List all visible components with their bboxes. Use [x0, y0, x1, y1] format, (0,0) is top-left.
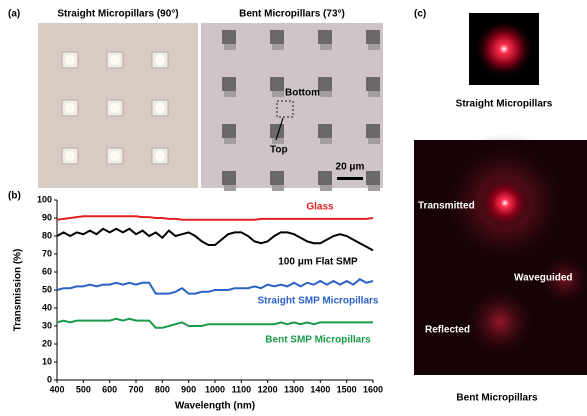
x-tick-label: 500 — [76, 384, 91, 394]
data-line — [57, 216, 373, 220]
annotation: Transmitted — [418, 201, 475, 212]
pillar — [368, 185, 380, 191]
pillar — [320, 44, 332, 50]
pillar — [224, 91, 236, 97]
pillar — [272, 91, 284, 97]
pillar — [320, 185, 332, 191]
y-tick-label: 0 — [47, 374, 52, 384]
y-axis-label: Transmission (%) — [13, 249, 24, 332]
data-line — [57, 319, 373, 328]
pillar — [224, 138, 236, 144]
scale-bar — [337, 177, 363, 180]
pillar-top — [110, 55, 120, 65]
pillar — [272, 185, 284, 191]
pillar-top — [155, 151, 165, 161]
x-tick-label: 1300 — [284, 384, 304, 394]
pillar — [366, 171, 380, 185]
x-tick-label: 700 — [128, 384, 143, 394]
pillar — [318, 124, 332, 138]
annotation: Waveguided — [514, 273, 573, 284]
y-tick-label: 60 — [42, 266, 52, 276]
series-label: Straight SMP Micropillars — [258, 296, 379, 307]
pillar — [368, 44, 380, 50]
x-tick-label: 1100 — [232, 384, 252, 394]
pillar — [368, 91, 380, 97]
x-tick-label: 900 — [181, 384, 196, 394]
image-caption: Bent Micropillars — [456, 393, 538, 404]
panel-label: (c) — [414, 9, 426, 20]
pillar — [224, 44, 236, 50]
pillar — [318, 171, 332, 185]
y-tick-label: 30 — [42, 320, 52, 330]
y-tick-label: 90 — [42, 212, 52, 222]
annotation: Top — [270, 145, 288, 156]
pillar-top — [155, 55, 165, 65]
x-axis-label: Wavelength (nm) — [175, 401, 255, 412]
annotation: Bottom — [285, 88, 320, 99]
x-tick-label: 1500 — [337, 384, 357, 394]
y-tick-label: 80 — [42, 230, 52, 240]
pillar — [272, 138, 284, 144]
data-line — [57, 279, 373, 293]
pillar — [366, 124, 380, 138]
y-tick-label: 70 — [42, 248, 52, 258]
pillar — [366, 77, 380, 91]
figure: (a) Straight Micropillars (90°) Bent Mic… — [0, 0, 587, 416]
image-title: Bent Micropillars (73°) — [239, 9, 345, 20]
pillar — [320, 91, 332, 97]
y-tick-label: 20 — [42, 338, 52, 348]
x-tick-label: 600 — [102, 384, 117, 394]
beam-spot — [474, 19, 534, 79]
glow — [460, 282, 540, 362]
image-caption: Straight Micropillars — [456, 99, 553, 110]
panel-label: (a) — [8, 9, 20, 20]
pillar — [366, 30, 380, 44]
scale-label: 20 μm — [336, 162, 365, 173]
y-tick-label: 100 — [37, 194, 52, 204]
pillar-top — [110, 103, 120, 113]
pillar — [320, 138, 332, 144]
x-tick-label: 1600 — [363, 384, 383, 394]
series-label: Glass — [306, 202, 334, 213]
data-line — [57, 229, 373, 251]
pillar — [272, 44, 284, 50]
pillar — [222, 30, 236, 44]
x-tick-label: 1400 — [310, 384, 330, 394]
pillar-top — [110, 151, 120, 161]
pillar — [270, 77, 284, 91]
pillar — [270, 171, 284, 185]
chart: 0 10 20 30 40 50 60 70 80 90 100 400 500 600 700 800 900… — [37, 194, 383, 394]
pillar — [224, 185, 236, 191]
pillar-top — [65, 103, 75, 113]
x-tick-label: 400 — [49, 384, 64, 394]
x-tick-label: 1000 — [205, 384, 225, 394]
y-tick-label: 50 — [42, 284, 52, 294]
pillar — [318, 30, 332, 44]
series-label: 100 μm Flat SMP — [278, 257, 358, 268]
y-tick-label: 40 — [42, 302, 52, 312]
x-tick-label: 1200 — [258, 384, 278, 394]
panel-label: (b) — [8, 191, 21, 202]
annotation: Reflected — [425, 325, 470, 336]
pillar — [368, 138, 380, 144]
series-label: Bent SMP Micropillars — [265, 335, 371, 346]
pillar — [222, 77, 236, 91]
pillar-top — [65, 151, 75, 161]
y-tick-label: 10 — [42, 356, 52, 366]
beam-spot — [479, 177, 531, 229]
pillar — [222, 124, 236, 138]
image-title: Straight Micropillars (90°) — [57, 9, 178, 20]
pillar-top — [65, 55, 75, 65]
pillar — [222, 171, 236, 185]
pillar — [270, 30, 284, 44]
pillar-top — [155, 103, 165, 113]
pillar — [318, 77, 332, 91]
x-tick-label: 800 — [155, 384, 170, 394]
